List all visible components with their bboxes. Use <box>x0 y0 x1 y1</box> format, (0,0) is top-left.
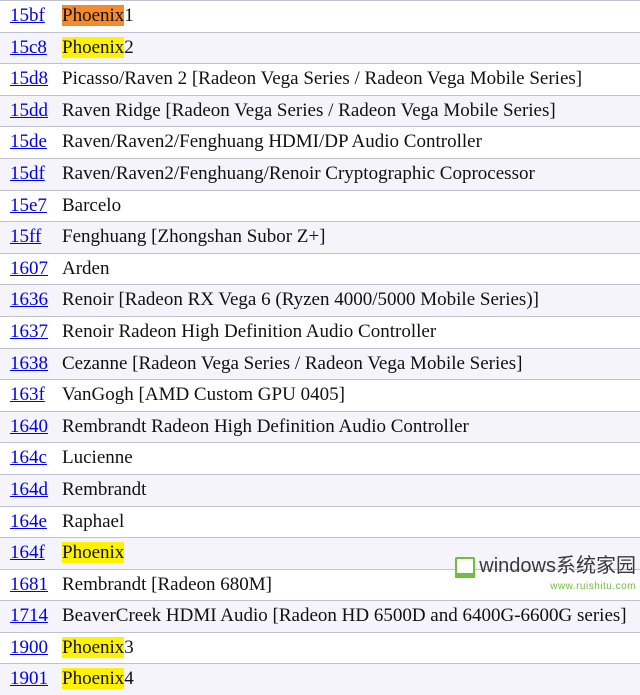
watermark-url: www.ruishitu.com <box>550 580 636 594</box>
table-row: 1638 Cezanne [Radeon Vega Series / Radeon… <box>0 348 640 380</box>
table-row: 15df Raven/Raven2/Fenghuang/Renoir Crypto… <box>0 158 640 190</box>
suffix-text: 4 <box>124 668 134 689</box>
device-name: Raphael <box>62 509 124 536</box>
device-name: Phoenix2 <box>62 35 134 62</box>
table-row: 1714 BeaverCreek HDMI Audio [Radeon HD 65… <box>0 600 640 632</box>
table-row: 164e Raphael <box>0 506 640 538</box>
pci-id-link[interactable]: 1638 <box>10 351 52 378</box>
table-row: 163f VanGogh [AMD Custom GPU 0405] <box>0 379 640 411</box>
device-name: Renoir Radeon High Definition Audio Cont… <box>62 319 436 346</box>
table-row: 164c Lucienne <box>0 442 640 474</box>
table-row: 15ff Fenghuang [Zhongshan Subor Z+] <box>0 221 640 253</box>
highlight: Phoenix <box>62 668 124 689</box>
table-row: 1607 Arden <box>0 253 640 285</box>
pci-id-link[interactable]: 1900 <box>10 635 52 662</box>
watermark: windows系统家园 www.ruishitu.com <box>455 552 636 594</box>
device-name: Phoenix3 <box>62 635 134 662</box>
device-name: Arden <box>62 256 109 283</box>
device-name: Renoir [Radeon RX Vega 6 (Ryzen 4000/500… <box>62 287 539 314</box>
device-name: Phoenix4 <box>62 666 134 693</box>
watermark-main: windows系统家园 <box>455 552 636 580</box>
pci-id-link[interactable]: 15ff <box>10 224 52 251</box>
device-name: Phoenix <box>62 540 124 567</box>
device-name: Rembrandt Radeon High Definition Audio C… <box>62 414 469 441</box>
table-row: 164d Rembrandt <box>0 474 640 506</box>
table-row: 1637 Renoir Radeon High Definition Audio … <box>0 316 640 348</box>
table-row: 1640 Rembrandt Radeon High Definition Aud… <box>0 411 640 443</box>
highlight: Phoenix <box>62 5 124 26</box>
device-name: VanGogh [AMD Custom GPU 0405] <box>62 382 345 409</box>
pci-id-link[interactable]: 1640 <box>10 414 52 441</box>
pci-id-link[interactable]: 1714 <box>10 603 52 630</box>
device-name: Picasso/Raven 2 [Radeon Vega Series / Ra… <box>62 66 582 93</box>
table-row: 15bf Phoenix1 <box>0 0 640 32</box>
pci-id-link[interactable]: 15c8 <box>10 35 52 62</box>
pci-id-link[interactable]: 164d <box>10 477 52 504</box>
device-name: Barcelo <box>62 193 121 220</box>
pci-id-link[interactable]: 1607 <box>10 256 52 283</box>
device-name: Lucienne <box>62 445 133 472</box>
table-row: 15dd Raven Ridge [Radeon Vega Series / Ra… <box>0 95 640 127</box>
table-row: 1636 Renoir [Radeon RX Vega 6 (Ryzen 4000… <box>0 284 640 316</box>
device-name: BeaverCreek HDMI Audio [Radeon HD 6500D … <box>62 603 627 630</box>
highlight: Phoenix <box>62 637 124 658</box>
table-row: 1901 Phoenix4 <box>0 663 640 695</box>
pci-id-link[interactable]: 163f <box>10 382 52 409</box>
suffix-text: 1 <box>124 5 134 26</box>
pci-id-link[interactable]: 15bf <box>10 3 52 30</box>
device-name: Raven Ridge [Radeon Vega Series / Radeon… <box>62 98 556 125</box>
pci-id-link[interactable]: 15de <box>10 129 52 156</box>
table-row: 15d8 Picasso/Raven 2 [Radeon Vega Series … <box>0 63 640 95</box>
device-name: Rembrandt <box>62 477 146 504</box>
table-row: 1900 Phoenix3 <box>0 632 640 664</box>
pci-id-link[interactable]: 1681 <box>10 572 52 599</box>
pci-id-link[interactable]: 15dd <box>10 98 52 125</box>
pci-id-link[interactable]: 1901 <box>10 666 52 693</box>
device-name: Rembrandt [Radeon 680M] <box>62 572 272 599</box>
pci-id-link[interactable]: 164c <box>10 445 52 472</box>
device-name: Fenghuang [Zhongshan Subor Z+] <box>62 224 326 251</box>
table-row: 15de Raven/Raven2/Fenghuang HDMI/DP Audio… <box>0 126 640 158</box>
suffix-text: 3 <box>124 637 134 658</box>
pci-id-link[interactable]: 15df <box>10 161 52 188</box>
device-name: Cezanne [Radeon Vega Series / Radeon Veg… <box>62 351 522 378</box>
pci-id-link[interactable]: 1637 <box>10 319 52 346</box>
pci-id-link[interactable]: 15d8 <box>10 66 52 93</box>
pci-id-link[interactable]: 1636 <box>10 287 52 314</box>
window-icon <box>455 557 475 575</box>
pci-id-link[interactable]: 164f <box>10 540 52 567</box>
watermark-text: windows系统家园 <box>479 552 636 580</box>
device-name: Raven/Raven2/Fenghuang/Renoir Cryptograp… <box>62 161 535 188</box>
highlight: Phoenix <box>62 37 124 58</box>
highlight: Phoenix <box>62 542 124 563</box>
pci-id-link[interactable]: 164e <box>10 509 52 536</box>
suffix-text: 2 <box>124 37 134 58</box>
table-row: 15c8 Phoenix2 <box>0 32 640 64</box>
device-name: Raven/Raven2/Fenghuang HDMI/DP Audio Con… <box>62 129 482 156</box>
pci-id-link[interactable]: 15e7 <box>10 193 52 220</box>
table-row: 15e7 Barcelo <box>0 190 640 222</box>
device-name: Phoenix1 <box>62 3 134 30</box>
